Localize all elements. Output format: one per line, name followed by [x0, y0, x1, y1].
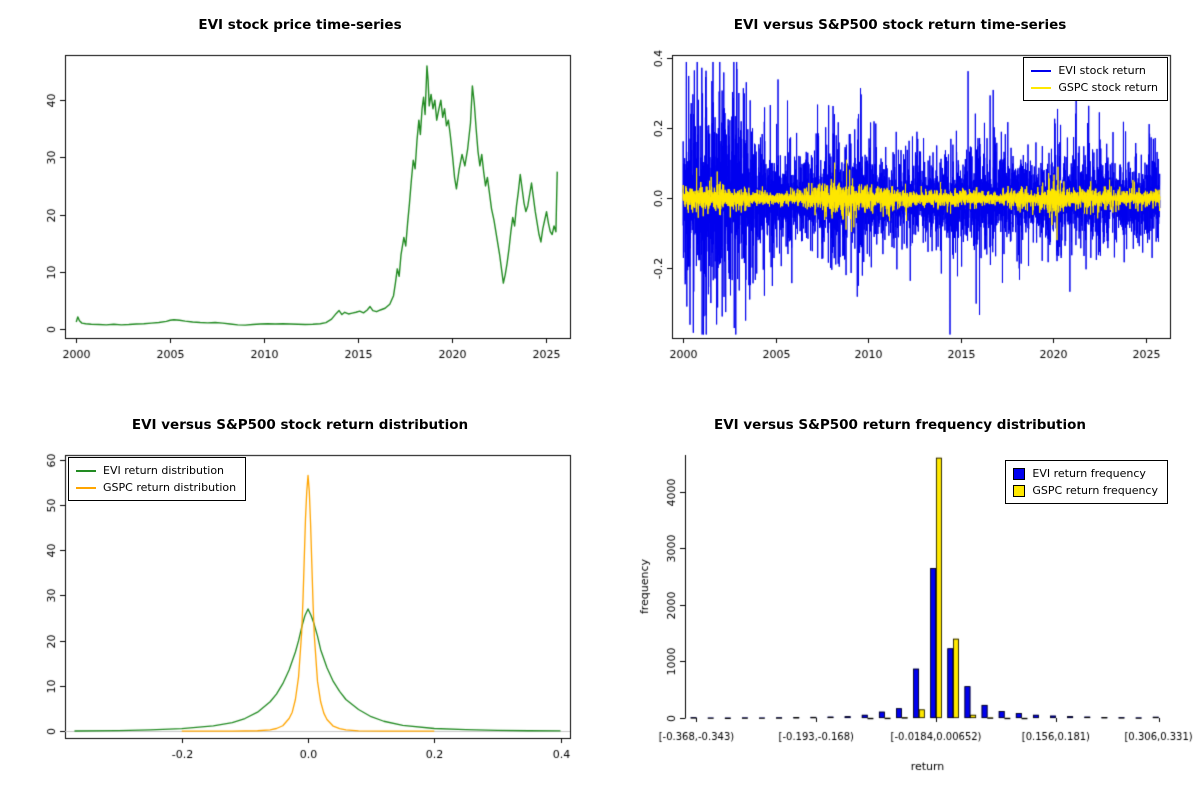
gspc-line-swatch-icon [1031, 86, 1052, 89]
chart-cell-return-distribution: EVI versus S&P500 stock return distribut… [0, 400, 600, 800]
legend-item: EVI stock return [1031, 62, 1158, 79]
legend-label: EVI stock return [1058, 64, 1146, 77]
chart-title-returns-timeseries: EVI versus S&P500 stock return time-seri… [733, 17, 1067, 33]
evi-line-swatch-icon [1031, 69, 1052, 72]
chart-title-return-frequency: EVI versus S&P500 return frequency distr… [713, 417, 1087, 433]
legend-label: GSPC stock return [1058, 81, 1158, 94]
legend-item: GSPC return distribution [76, 479, 236, 496]
evi-price-canvas [0, 0, 600, 400]
legend-return-frequency: EVI return frequency GSPC return frequen… [1005, 460, 1168, 504]
evi-box-swatch-icon [1013, 467, 1026, 480]
legend-label: GSPC return frequency [1032, 484, 1158, 497]
legend-item: GSPC return frequency [1013, 482, 1158, 499]
legend-return-distribution: EVI return distribution GSPC return dist… [68, 457, 247, 501]
chart-cell-returns-timeseries: EVI versus S&P500 stock return time-seri… [600, 0, 1200, 400]
legend-returns-timeseries: EVI stock return GSPC stock return [1023, 57, 1168, 101]
chart-title-return-distribution: EVI versus S&P500 stock return distribut… [131, 417, 469, 433]
legend-label: GSPC return distribution [103, 481, 237, 494]
gspc-line-swatch-icon [76, 486, 96, 489]
legend-item: GSPC stock return [1031, 79, 1158, 96]
chart-cell-evi-price: EVI stock price time-series [0, 0, 600, 400]
legend-label: EVI return distribution [103, 464, 225, 477]
chart-cell-return-frequency: EVI versus S&P500 return frequency distr… [600, 400, 1200, 800]
legend-item: EVI return distribution [76, 462, 236, 479]
legend-label: EVI return frequency [1032, 467, 1146, 480]
chart-title-evi-price: EVI stock price time-series [198, 17, 402, 33]
legend-item: EVI return frequency [1013, 465, 1158, 482]
gspc-box-swatch-icon [1013, 484, 1026, 497]
evi-line-swatch-icon [76, 469, 96, 472]
